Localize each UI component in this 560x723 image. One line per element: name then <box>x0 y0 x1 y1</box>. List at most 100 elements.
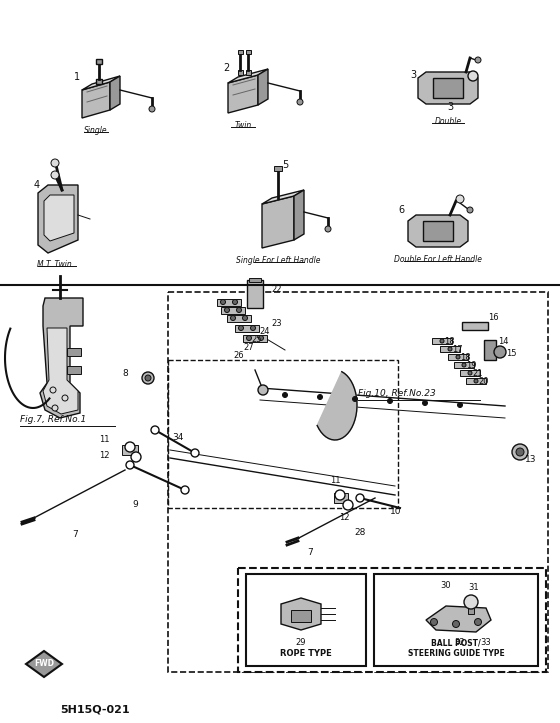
Text: 33: 33 <box>480 638 491 647</box>
Bar <box>243 335 267 342</box>
Text: FWD: FWD <box>34 659 54 669</box>
Bar <box>246 70 251 75</box>
Bar <box>246 574 366 666</box>
Polygon shape <box>418 72 478 104</box>
Text: 11: 11 <box>100 435 110 443</box>
Polygon shape <box>43 328 78 414</box>
Bar <box>122 445 138 455</box>
Polygon shape <box>262 190 304 204</box>
Circle shape <box>452 620 460 628</box>
Text: 29: 29 <box>296 638 306 647</box>
Bar <box>246 50 251 54</box>
Text: 3: 3 <box>447 102 453 112</box>
Circle shape <box>475 57 481 63</box>
Text: 1: 1 <box>74 72 80 82</box>
Circle shape <box>468 371 472 375</box>
Text: 21: 21 <box>472 369 483 379</box>
Text: ROPE TYPE: ROPE TYPE <box>280 649 332 658</box>
Polygon shape <box>228 75 258 113</box>
Circle shape <box>125 442 135 452</box>
Text: 27: 27 <box>243 343 254 351</box>
Text: 4: 4 <box>34 180 40 190</box>
Bar <box>334 493 348 503</box>
Bar <box>454 362 474 368</box>
Circle shape <box>494 346 506 358</box>
Text: 14: 14 <box>498 338 508 346</box>
Circle shape <box>239 325 244 330</box>
Circle shape <box>474 379 478 383</box>
Circle shape <box>456 195 464 203</box>
Bar <box>448 354 468 360</box>
Circle shape <box>259 335 264 341</box>
Text: BALL POST/
STEERING GUIDE TYPE: BALL POST/ STEERING GUIDE TYPE <box>408 638 505 658</box>
Polygon shape <box>38 185 78 253</box>
Text: 5H15Q-021: 5H15Q-021 <box>60 705 129 715</box>
Text: M.T. Twin: M.T. Twin <box>36 260 71 269</box>
Bar <box>249 278 261 282</box>
Circle shape <box>231 315 236 320</box>
Circle shape <box>242 315 248 320</box>
Polygon shape <box>82 82 110 118</box>
Circle shape <box>142 372 154 384</box>
Bar <box>440 346 460 352</box>
Circle shape <box>232 299 237 304</box>
Circle shape <box>448 347 452 351</box>
Circle shape <box>151 426 159 434</box>
Text: Fig.10, Ref.No.23: Fig.10, Ref.No.23 <box>358 389 436 398</box>
Text: 10: 10 <box>390 508 402 516</box>
Polygon shape <box>426 606 491 632</box>
Text: Double: Double <box>435 117 461 126</box>
Circle shape <box>356 494 364 502</box>
Text: 12: 12 <box>100 450 110 460</box>
Circle shape <box>422 401 427 406</box>
Text: 2: 2 <box>223 63 229 73</box>
Text: 31: 31 <box>469 583 479 592</box>
Polygon shape <box>294 190 304 240</box>
Polygon shape <box>433 78 463 98</box>
Text: 18: 18 <box>460 354 470 362</box>
Text: 32: 32 <box>455 638 465 647</box>
Circle shape <box>431 618 437 625</box>
Polygon shape <box>44 195 74 241</box>
Bar <box>168 292 548 672</box>
Bar <box>168 360 398 508</box>
Bar <box>432 338 452 344</box>
Circle shape <box>343 500 353 510</box>
Circle shape <box>149 106 155 112</box>
Polygon shape <box>40 298 83 418</box>
Bar <box>221 307 245 314</box>
Circle shape <box>512 444 528 460</box>
Polygon shape <box>281 598 321 630</box>
Text: 19: 19 <box>466 362 477 370</box>
Bar <box>462 322 488 330</box>
Polygon shape <box>26 651 62 677</box>
Circle shape <box>131 452 141 462</box>
Circle shape <box>467 207 473 213</box>
Polygon shape <box>258 69 268 105</box>
Circle shape <box>318 395 323 400</box>
Bar <box>238 568 546 672</box>
Text: 25: 25 <box>251 335 262 343</box>
Circle shape <box>191 449 199 457</box>
Circle shape <box>62 395 68 401</box>
Circle shape <box>51 171 59 179</box>
Circle shape <box>297 99 303 105</box>
Text: 15: 15 <box>506 349 516 359</box>
Circle shape <box>50 387 56 393</box>
Text: Single: Single <box>84 126 108 135</box>
Text: 13: 13 <box>525 455 536 464</box>
Circle shape <box>325 226 331 232</box>
Circle shape <box>468 71 478 81</box>
Bar <box>238 50 243 54</box>
Bar <box>466 378 486 384</box>
Circle shape <box>225 307 230 312</box>
Text: 16: 16 <box>488 314 498 322</box>
Text: Fig.7, Ref.No.1: Fig.7, Ref.No.1 <box>20 415 86 424</box>
Text: 23: 23 <box>271 319 282 328</box>
Bar <box>67 348 81 356</box>
Bar <box>238 70 243 75</box>
Text: 11: 11 <box>330 476 340 485</box>
Polygon shape <box>110 76 120 110</box>
Bar <box>235 325 259 332</box>
Text: 6: 6 <box>398 205 404 215</box>
